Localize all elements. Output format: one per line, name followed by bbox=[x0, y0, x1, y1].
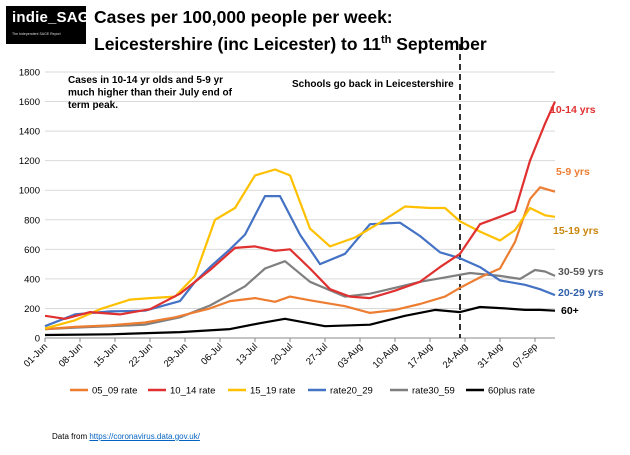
series-end-label-20_29: 20-29 yrs bbox=[558, 287, 604, 299]
series-end-label-15_19: 15-19 yrs bbox=[553, 225, 599, 237]
x-tick-label: 13-Jul bbox=[234, 341, 260, 367]
logo-tagline: The Independent SAGE Report bbox=[12, 32, 61, 36]
annotation-text-kids: much higher than their July end of bbox=[68, 88, 233, 99]
title-line2-pre: Leicestershire (inc Leicester) to 11 bbox=[94, 33, 381, 54]
source-note: Data from https://coronavirus.data.gov.u… bbox=[52, 432, 200, 441]
legend-label-20_29: rate20_29 bbox=[330, 386, 373, 397]
series-line-30_59 bbox=[44, 260, 556, 331]
series-end-label-10_14: 10-14 yrs bbox=[550, 104, 596, 116]
y-tick-label: 200 bbox=[24, 304, 40, 315]
y-tick-label: 600 bbox=[24, 245, 40, 256]
y-tick-label: 1200 bbox=[19, 156, 40, 167]
y-tick-label: 1400 bbox=[19, 127, 40, 138]
x-tick-label: 01-Jun bbox=[22, 341, 50, 369]
y-tick-label: 400 bbox=[24, 274, 40, 285]
logo: indie_SAGE The Independent SAGE Report bbox=[6, 6, 100, 44]
title-line2-post: September bbox=[391, 33, 487, 54]
series-end-label-05_09: 5-9 yrs bbox=[556, 166, 590, 178]
x-tick-label: 31-Aug bbox=[476, 341, 505, 370]
chart-title-line1: Cases per 100,000 people per week: bbox=[94, 7, 393, 27]
x-tick-label: 03-Aug bbox=[336, 341, 365, 370]
y-tick-label: 1800 bbox=[19, 68, 40, 79]
series-line-60plus bbox=[44, 305, 556, 337]
series-end-label-30_59: 30-59 yrs bbox=[558, 266, 604, 278]
series-end-label-60plus: 60+ bbox=[561, 305, 579, 317]
source-link[interactable]: https://coronavirus.data.gov.uk/ bbox=[89, 432, 200, 441]
y-tick-label: 800 bbox=[24, 215, 40, 226]
annotation-text-kids: Cases in 10-14 yr olds and 5-9 yr bbox=[68, 75, 223, 86]
x-tick-label: 24-Aug bbox=[441, 341, 470, 370]
annotation-text-schools: Schools go back in Leicestershire bbox=[292, 79, 454, 90]
y-tick-label: 0 bbox=[35, 334, 40, 345]
legend-label-05_09: 05_09 rate bbox=[92, 386, 137, 397]
chart-title: Cases per 100,000 people per week: Leice… bbox=[94, 6, 514, 56]
x-tick-label: 22-Jun bbox=[127, 341, 155, 369]
series-line-15_19 bbox=[44, 168, 556, 330]
chart-title-line2: Leicestershire (inc Leicester) to 11th S… bbox=[94, 29, 514, 56]
y-tick-label: 1600 bbox=[19, 97, 40, 108]
x-tick-label: 20-Jul bbox=[269, 341, 295, 367]
annotation-text-kids: term peak. bbox=[68, 100, 118, 111]
logo-title: indie_SAGE bbox=[12, 9, 100, 26]
legend-label-15_19: 15_19 rate bbox=[250, 386, 295, 397]
source-prefix: Data from bbox=[52, 432, 90, 441]
series-line-05_09 bbox=[44, 186, 556, 331]
x-tick-label: 27-Jul bbox=[304, 341, 330, 367]
series-line-20_29 bbox=[44, 195, 556, 328]
legend-label-30_59: rate30_59 bbox=[412, 386, 455, 397]
x-tick-label: 29-Jun bbox=[162, 341, 190, 369]
legend-label-10_14: 10_14 rate bbox=[170, 386, 215, 397]
x-tick-label: 08-Jun bbox=[57, 341, 85, 369]
title-line2-sup: th bbox=[380, 34, 392, 46]
x-tick-label: 06-Jul bbox=[199, 341, 225, 367]
legend-label-60plus: 60plus rate bbox=[488, 386, 535, 397]
y-tick-label: 1000 bbox=[19, 186, 40, 197]
x-tick-label: 17-Aug bbox=[406, 341, 435, 370]
series-line-10_14 bbox=[44, 101, 557, 320]
x-tick-label: 15-Jun bbox=[92, 341, 120, 369]
x-tick-label: 07-Sep bbox=[511, 341, 540, 370]
x-tick-label: 10-Aug bbox=[371, 341, 400, 370]
